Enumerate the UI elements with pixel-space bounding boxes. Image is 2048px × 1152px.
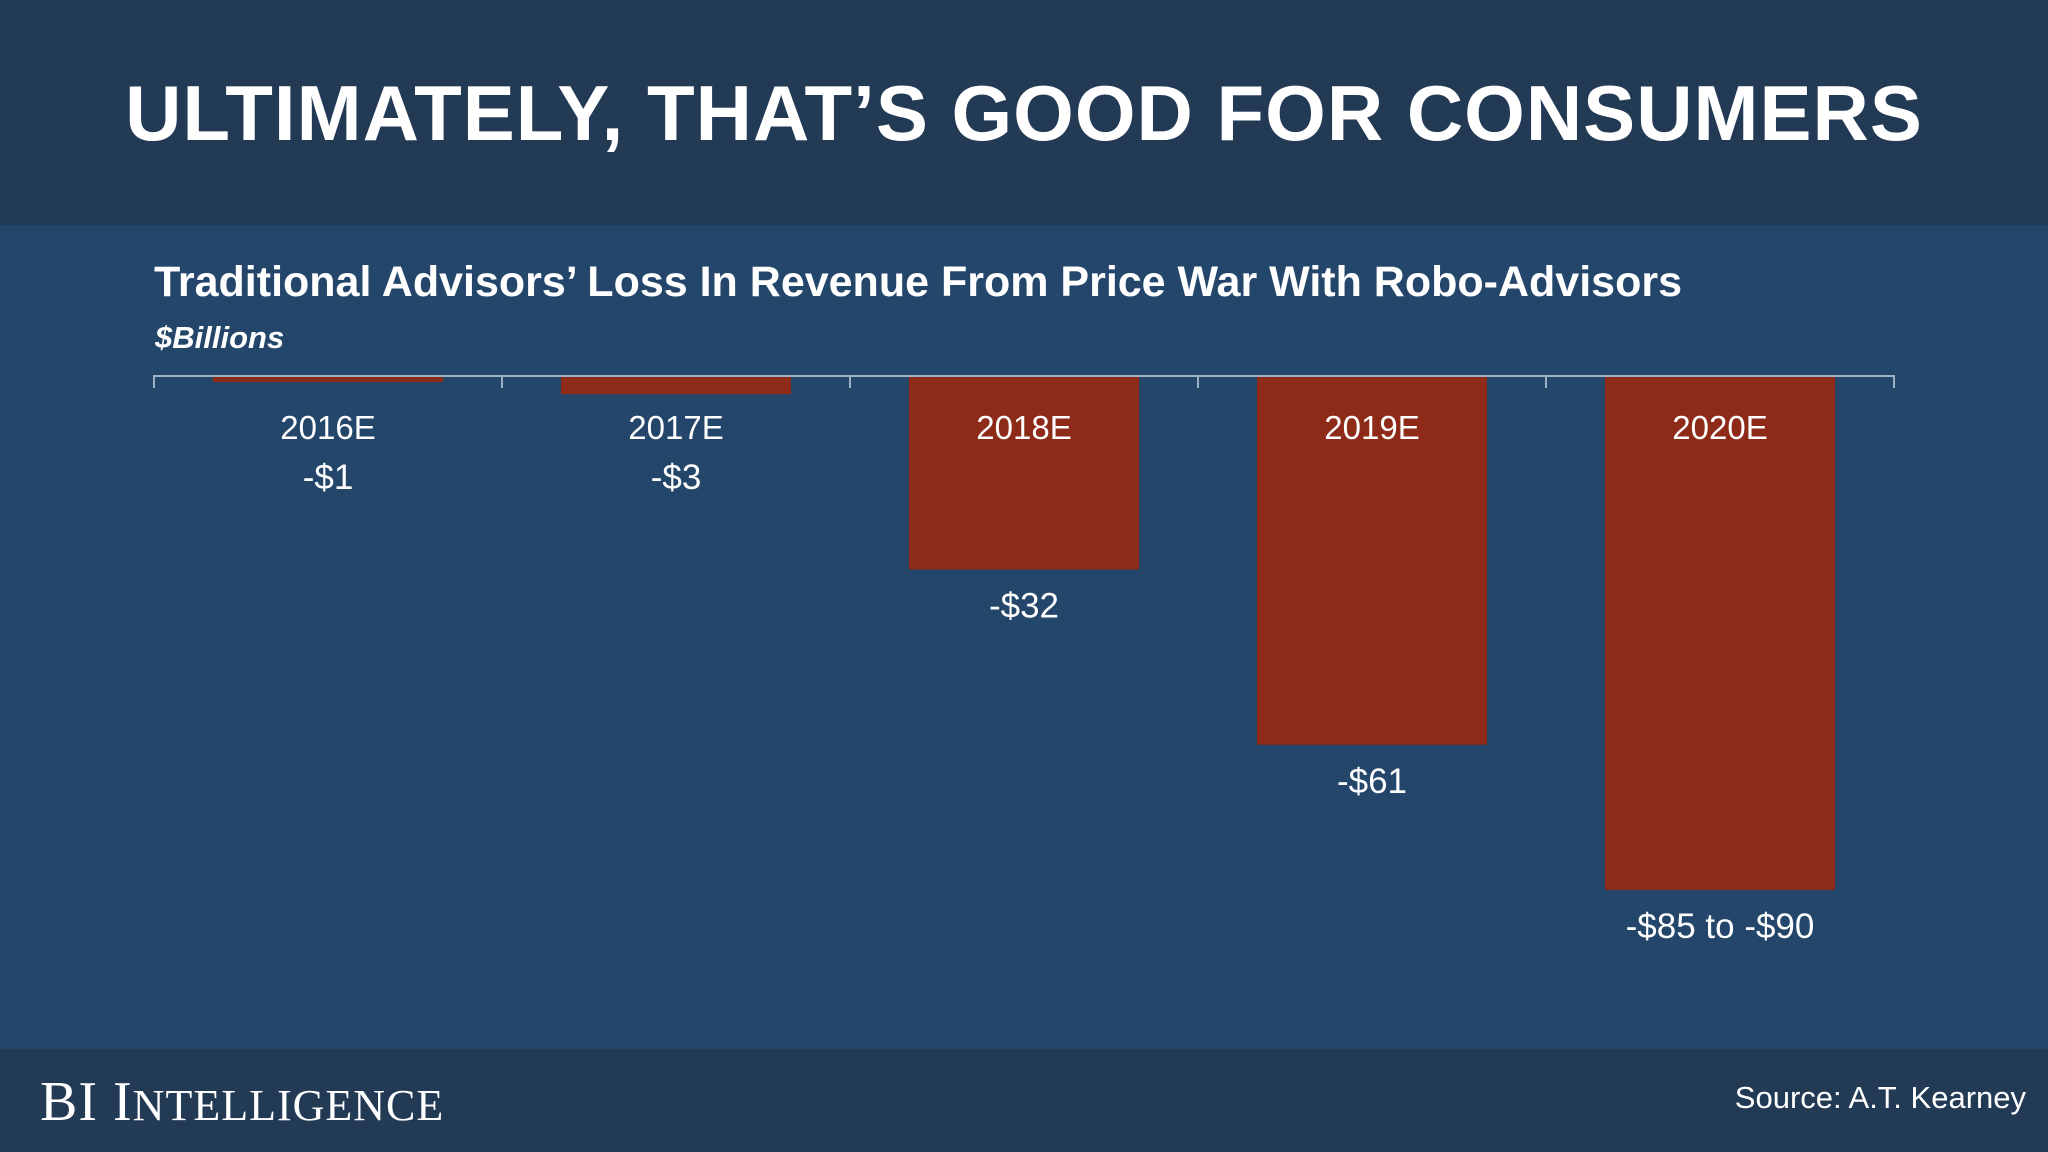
value-label: -$1	[303, 458, 354, 497]
bi-intelligence-logo: BI INTELLIGENCE	[40, 1071, 445, 1133]
category-label: 2016E	[280, 409, 375, 446]
chart-subtitle: $Billions	[155, 320, 285, 355]
header-band	[0, 0, 2048, 225]
slide-title: ULTIMATELY, THAT’S GOOD FOR CONSUMERS	[125, 69, 1923, 157]
footer-band	[0, 1049, 2048, 1152]
category-label: 2018E	[976, 409, 1071, 446]
bar-2019E	[1257, 376, 1487, 745]
value-label: -$32	[989, 586, 1059, 625]
category-label: 2020E	[1672, 409, 1767, 446]
category-label: 2019E	[1324, 409, 1419, 446]
chart-title: Traditional Advisors’ Loss In Revenue Fr…	[154, 258, 1682, 306]
source-note: Source: A.T. Kearney	[1734, 1080, 2026, 1115]
bar-2020E	[1605, 376, 1835, 890]
value-label: -$85 to -$90	[1626, 907, 1815, 946]
bar-2016E	[213, 376, 443, 383]
value-label: -$61	[1337, 762, 1407, 801]
value-label: -$3	[651, 458, 702, 497]
bar-2018E	[909, 376, 1139, 570]
bar-2017E	[561, 376, 791, 395]
category-label: 2017E	[628, 409, 723, 446]
